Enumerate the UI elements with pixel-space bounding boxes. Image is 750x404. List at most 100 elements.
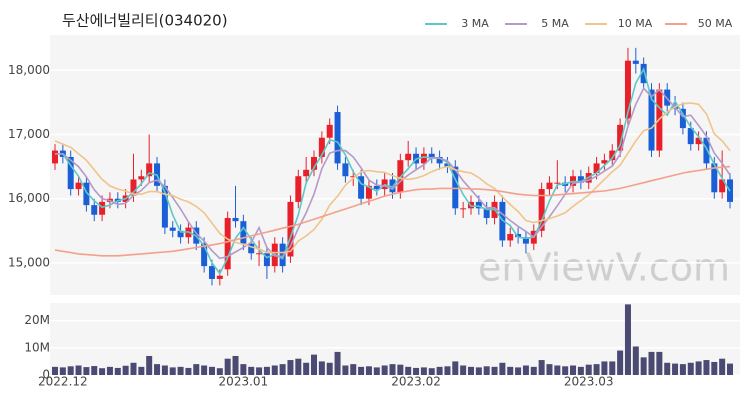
volume-bar — [444, 366, 451, 375]
volume-bar — [177, 366, 184, 375]
volume-bar — [570, 365, 577, 375]
candle-body — [373, 185, 380, 190]
volume-bar — [52, 366, 58, 375]
volume-bar — [224, 358, 231, 375]
volume-bar — [695, 361, 702, 375]
volume-bar — [381, 365, 388, 375]
candle-body — [295, 176, 302, 202]
candle-body — [350, 176, 357, 178]
volume-bar — [208, 366, 215, 375]
candle-body — [483, 208, 490, 218]
candle-body — [617, 124, 624, 151]
volume-bar — [334, 351, 341, 375]
volume-bar — [303, 362, 310, 375]
candle-body — [428, 153, 435, 157]
candle-body — [138, 176, 145, 180]
volume-bar — [263, 366, 270, 375]
candle-body — [256, 253, 263, 255]
candle-body — [358, 176, 365, 199]
volume-bar — [687, 362, 694, 375]
candle-body — [216, 275, 223, 279]
candle-body — [177, 230, 184, 238]
candle-body — [334, 112, 341, 164]
candle-body — [303, 169, 310, 177]
x-tick-label: 2023.01 — [219, 375, 269, 389]
candle-body — [208, 266, 215, 279]
legend-label: 50 MA — [698, 17, 733, 30]
volume-bar — [460, 365, 467, 375]
volume-bar — [719, 358, 726, 375]
candle-body — [460, 208, 467, 210]
candle-body — [522, 237, 529, 244]
volume-bar — [491, 366, 498, 375]
volume-bar — [138, 366, 145, 375]
ma-line — [54, 165, 731, 257]
volume-bar — [530, 366, 537, 375]
candle-body — [648, 89, 655, 151]
candle-body — [640, 63, 647, 84]
volume-bar — [311, 354, 318, 375]
volume-bar — [515, 367, 522, 375]
volume-bar — [467, 366, 474, 375]
candle-body — [248, 243, 255, 254]
volume-bar — [373, 367, 380, 375]
volume-bar — [428, 368, 435, 375]
volume-bar — [475, 367, 482, 375]
volume-bar — [538, 360, 545, 375]
volume-bar — [318, 361, 325, 375]
volume-bar — [679, 364, 686, 375]
volume-bar — [114, 367, 121, 375]
candle-body — [232, 217, 239, 222]
candle-body — [99, 201, 106, 215]
candle-body — [507, 234, 514, 241]
volume-bar — [640, 357, 647, 375]
volume-bar — [169, 367, 176, 375]
volume-bar — [161, 365, 168, 375]
candle-body — [279, 243, 286, 267]
candle-body — [318, 137, 325, 157]
volume-bar — [350, 364, 357, 375]
volume-bar — [279, 364, 286, 375]
watermark: enViewV.com — [478, 246, 730, 290]
candle-body — [130, 179, 137, 196]
volume-bar — [201, 365, 208, 375]
candle-body — [342, 163, 349, 177]
x-tick-label: 2023.03 — [564, 375, 614, 389]
candle-body — [365, 185, 372, 199]
candle-body — [420, 153, 427, 164]
candle-body — [452, 166, 459, 209]
candle-body — [475, 201, 482, 209]
candle-body — [169, 227, 176, 231]
volume-bar — [522, 365, 529, 375]
volume-bar — [295, 358, 302, 375]
ma-line — [54, 102, 731, 254]
volume-bar — [67, 366, 74, 375]
volume-bar — [232, 355, 239, 375]
volume-bar — [554, 365, 561, 375]
volume-bar — [287, 360, 294, 375]
volume-bar — [436, 366, 443, 375]
candle-body — [436, 156, 443, 164]
volume-bar — [216, 368, 223, 375]
volume-bar — [59, 367, 66, 375]
candle-body — [593, 163, 600, 174]
volume-bar — [413, 367, 420, 375]
volume-bar — [711, 361, 718, 375]
volume-bar — [99, 368, 106, 375]
volume-bar — [405, 366, 412, 375]
candle-body — [311, 156, 318, 170]
volume-bar — [632, 346, 639, 375]
volume-bar — [656, 351, 663, 375]
volume-bar — [562, 366, 569, 375]
volume-bar — [193, 364, 200, 375]
volume-bar — [593, 364, 600, 375]
candle-body — [632, 60, 639, 64]
volume-bar — [358, 366, 365, 375]
candle-body — [695, 137, 702, 145]
volume-bar — [185, 367, 192, 375]
volume-bar — [271, 365, 278, 375]
candle-body — [67, 156, 74, 190]
candle-body — [679, 108, 686, 129]
volume-bar — [617, 350, 624, 375]
